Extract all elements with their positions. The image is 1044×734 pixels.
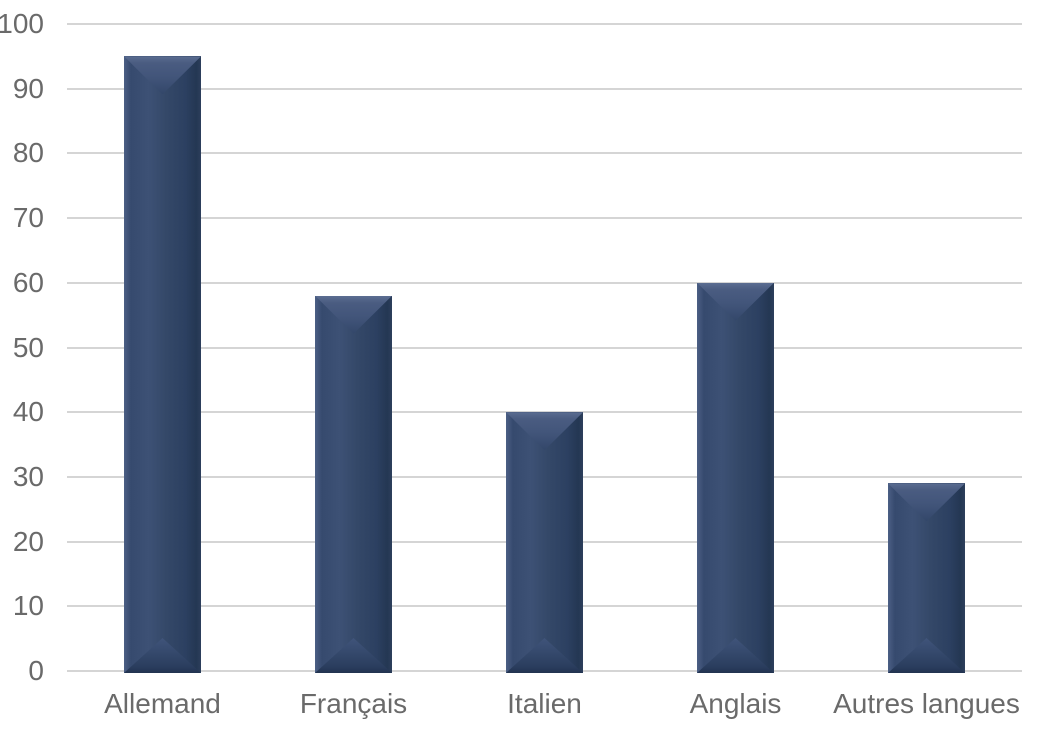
- gridline: [67, 87, 1022, 90]
- bar-français: [315, 295, 392, 673]
- y-tick-label: 40: [12, 396, 44, 428]
- y-tick-label: 90: [12, 72, 44, 104]
- category-label: Français: [299, 688, 408, 719]
- y-tick-label: 80: [12, 137, 44, 169]
- y-tick-label: 30: [12, 460, 44, 492]
- bar-italien: [506, 412, 583, 673]
- y-tick-label: 0: [28, 655, 44, 686]
- gridline: [67, 152, 1022, 155]
- y-tick-label: 60: [12, 266, 44, 298]
- category-label: Anglais: [689, 688, 782, 719]
- gridline: [67, 23, 1022, 25]
- y-tick-label: 20: [12, 525, 44, 557]
- category-label: Allemand: [104, 688, 221, 719]
- y-tick-label: 50: [12, 331, 44, 363]
- gridline: [67, 217, 1022, 220]
- gridline: [67, 281, 1022, 284]
- bar-anglais: [697, 282, 774, 673]
- category-label: Italien: [507, 688, 582, 719]
- bar-autres-langues: [888, 483, 965, 673]
- category-label: Autres langues: [833, 688, 1020, 719]
- y-tick-label: 100: [0, 8, 44, 39]
- y-tick-label: 70: [12, 202, 44, 234]
- gridline: [67, 346, 1022, 349]
- y-tick-label: 10: [12, 590, 44, 622]
- bar-allemand: [124, 56, 201, 673]
